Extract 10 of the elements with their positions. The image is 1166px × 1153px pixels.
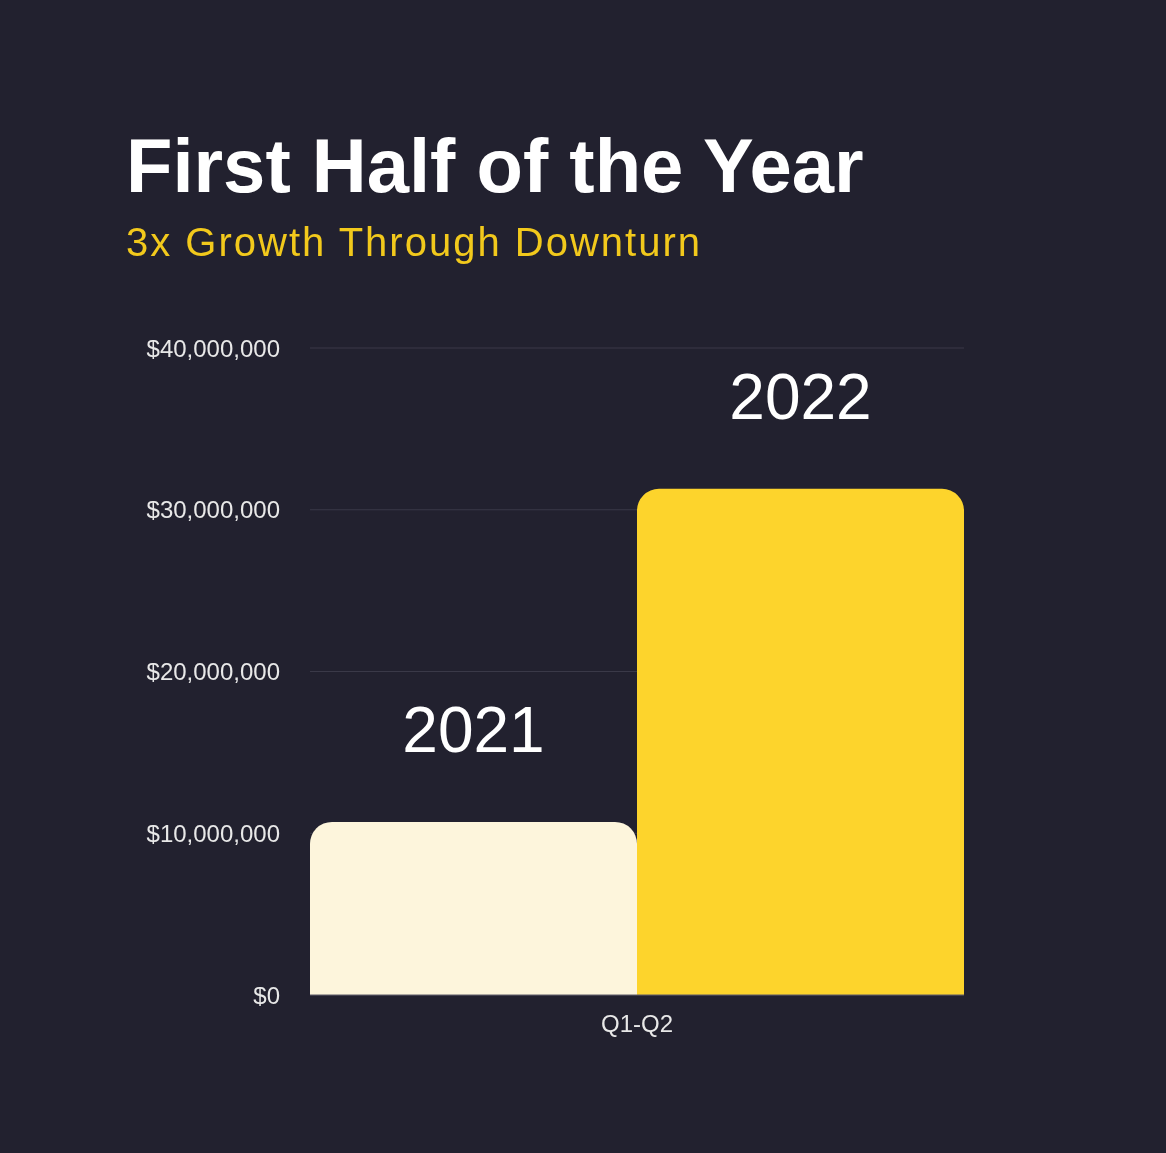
series-label: 2022: [729, 360, 872, 433]
y-tick-label: $40,000,000: [146, 334, 280, 362]
series-label: 2021: [402, 693, 545, 766]
chart-title: First Half of the Year: [126, 122, 864, 209]
y-tick-label: $0: [253, 981, 280, 1009]
chart-subtitle: 3x Growth Through Downturn: [126, 220, 702, 265]
x-tick-label: Q1-Q2: [600, 1010, 674, 1038]
y-tick-label: $30,000,000: [146, 496, 280, 524]
y-tick-label: $20,000,000: [146, 658, 280, 686]
y-tick-label: $10,000,000: [146, 819, 280, 847]
